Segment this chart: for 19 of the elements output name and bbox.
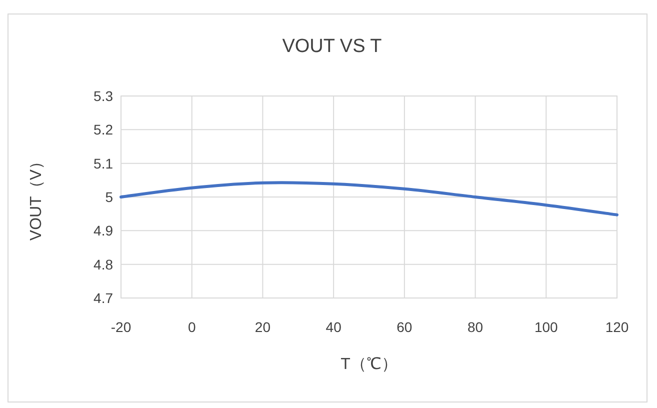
y-tick-label: 5.1: [94, 155, 114, 172]
y-tick-label: 4.8: [94, 256, 114, 272]
x-tick-label: 20: [254, 319, 271, 335]
x-tick-label: -20: [110, 319, 132, 335]
chart-title: VOUT VS T: [282, 36, 382, 57]
y-tick-label: 5.3: [94, 88, 114, 104]
line-series: [120, 181, 618, 216]
x-tick-label: 120: [605, 319, 629, 335]
y-tick-label: 4.9: [94, 222, 114, 239]
x-tick-label: 0: [188, 319, 196, 335]
y-tick-label: 5: [105, 189, 114, 205]
y-tick-label: 4.7: [94, 290, 114, 306]
x-tick-label: 60: [396, 319, 412, 335]
y-axis-title: VOUT（V）: [28, 153, 45, 241]
x-axis-title: T（℃）: [340, 356, 398, 373]
y-tick-label: 5.2: [94, 122, 114, 138]
x-tick-label: 80: [467, 319, 484, 335]
x-tick-label: 40: [326, 319, 342, 335]
x-tick-label: 100: [534, 319, 558, 335]
